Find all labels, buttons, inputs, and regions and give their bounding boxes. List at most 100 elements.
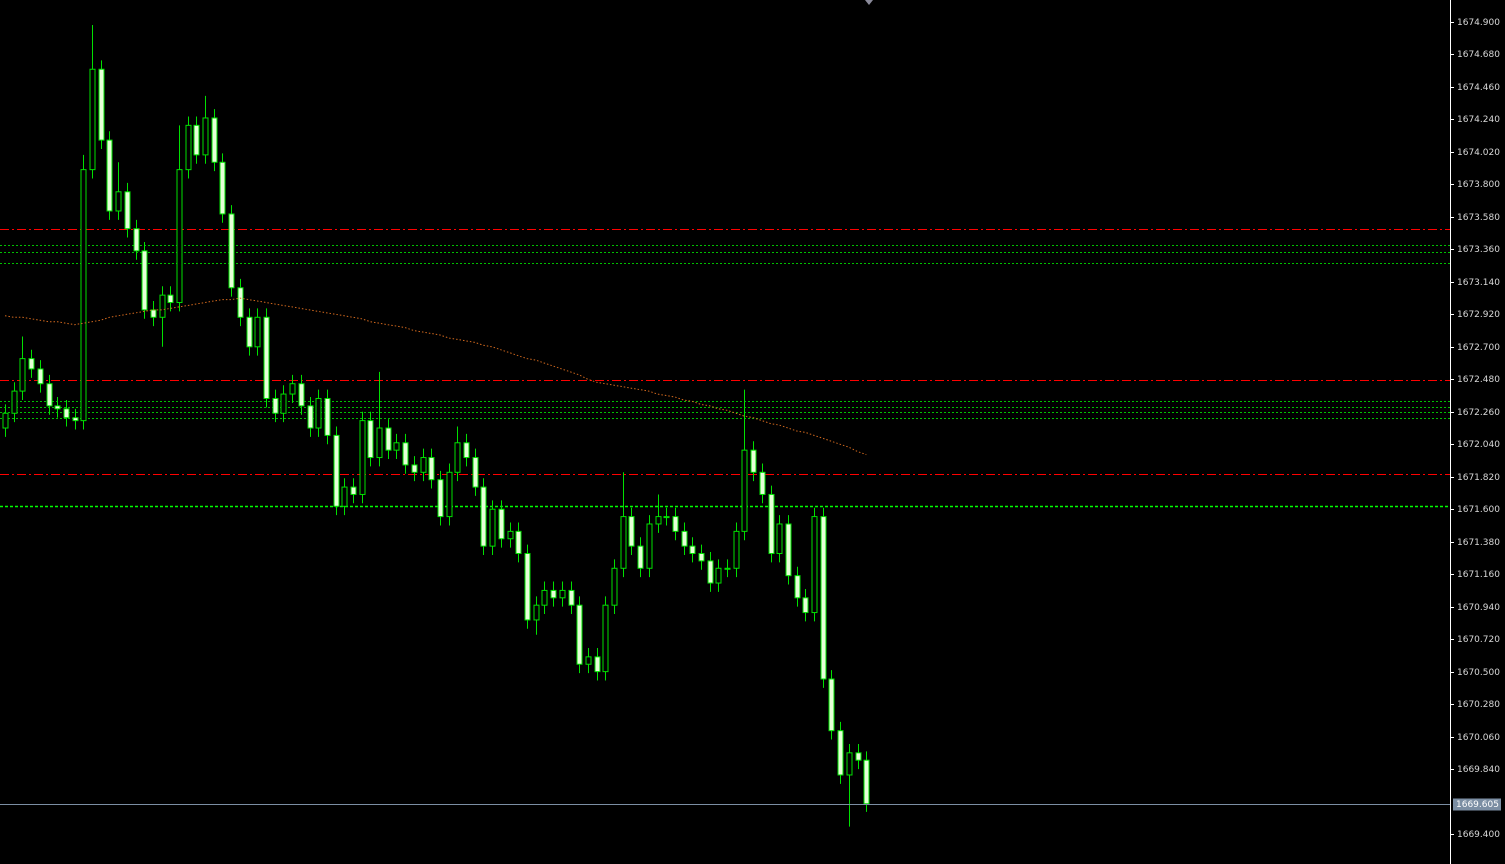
candle-body	[359, 420, 366, 495]
candle-body	[89, 68, 96, 171]
candle-body	[333, 434, 340, 507]
candle-body	[167, 294, 174, 304]
candle-body	[594, 656, 601, 673]
candle-body	[393, 442, 400, 451]
y-tick-label: 1670.060	[1457, 733, 1500, 743]
candle-body	[559, 589, 566, 599]
candle-body	[367, 420, 374, 459]
candle-body	[315, 397, 322, 429]
candle-body	[228, 213, 235, 289]
candle-body	[202, 117, 209, 156]
candle-body	[515, 530, 522, 555]
candle-body	[524, 553, 531, 621]
candle-body	[2, 412, 9, 429]
candle-body	[541, 589, 548, 606]
candle-body	[568, 589, 575, 606]
candle-body	[750, 449, 757, 473]
candle-body	[141, 250, 148, 311]
candle-body	[263, 316, 270, 399]
y-tick-label: 1669.400	[1457, 830, 1500, 840]
candle-body	[785, 523, 792, 577]
candle-body	[324, 397, 331, 436]
candle-body	[72, 417, 79, 422]
candle-body	[463, 442, 470, 459]
y-tick-label: 1671.600	[1457, 505, 1500, 515]
y-tick-label: 1673.580	[1457, 213, 1500, 223]
candle-body	[776, 523, 783, 555]
candle-body	[124, 191, 131, 230]
moving-average	[4, 297, 867, 456]
candle-body	[254, 316, 261, 348]
candle-body	[533, 604, 540, 621]
candle-body	[159, 294, 166, 318]
candle-body	[759, 471, 766, 495]
candle-body	[768, 493, 775, 555]
y-tick-label: 1672.480	[1457, 375, 1500, 385]
candle-body	[446, 471, 453, 518]
candle-body	[272, 397, 279, 414]
candle-body	[802, 597, 809, 614]
candle-body	[350, 486, 357, 495]
candle-body	[437, 479, 444, 518]
candle-body	[733, 530, 740, 569]
candle-body	[150, 309, 157, 318]
candle-body	[385, 427, 392, 451]
y-tick-label: 1673.800	[1457, 180, 1500, 190]
candle-body	[280, 393, 287, 414]
candle-body	[237, 287, 244, 318]
y-tick-label: 1674.240	[1457, 115, 1500, 125]
candle-body	[585, 656, 592, 665]
y-tick-label: 1674.680	[1457, 50, 1500, 60]
y-tick-label: 1672.040	[1457, 440, 1500, 450]
candle-body	[576, 604, 583, 665]
candle-body	[689, 545, 696, 555]
candle-body	[715, 567, 722, 584]
current-price-label: 1669.605	[1456, 800, 1499, 810]
candle-body	[54, 405, 61, 410]
candle-body	[106, 139, 113, 212]
candle-body	[341, 486, 348, 507]
y-tick-label: 1671.380	[1457, 538, 1500, 548]
candle-body	[289, 383, 296, 395]
y-tick-label: 1670.280	[1457, 700, 1500, 710]
candle-body	[411, 464, 418, 473]
candle-body	[298, 383, 305, 407]
candle-body	[698, 553, 705, 562]
y-tick-label: 1669.840	[1457, 765, 1500, 775]
candle-body	[11, 390, 18, 414]
candle-body	[863, 759, 870, 805]
candle-body	[176, 169, 183, 304]
candle-body	[133, 228, 140, 252]
y-tick-label: 1672.260	[1457, 408, 1500, 418]
candle-body	[611, 567, 618, 606]
candle-body	[193, 124, 200, 156]
candle-body	[472, 457, 479, 488]
candle-body	[376, 427, 383, 459]
candle-body	[846, 752, 853, 776]
y-tick-label: 1670.720	[1457, 635, 1500, 645]
y-tick-label: 1674.020	[1457, 148, 1500, 158]
y-tick-label: 1673.360	[1457, 245, 1500, 255]
y-tick-label: 1671.820	[1457, 473, 1500, 483]
y-tick-label: 1670.500	[1457, 668, 1500, 678]
current-price-box	[1453, 798, 1501, 811]
candle-body	[454, 442, 461, 473]
candle-body	[420, 457, 427, 473]
y-tick-label: 1672.700	[1457, 343, 1500, 353]
candle-body	[98, 68, 105, 141]
candle-body	[507, 530, 514, 540]
candle-body	[637, 545, 644, 569]
candle-body	[707, 560, 714, 584]
candle-body	[672, 516, 679, 532]
candle-body	[489, 508, 496, 547]
candle-body	[681, 530, 688, 547]
candle-body	[46, 383, 53, 407]
y-tick-label: 1671.160	[1457, 570, 1500, 580]
candle-body	[655, 516, 662, 525]
candle-body	[219, 161, 226, 215]
candle-body	[724, 567, 731, 570]
candle-body	[811, 516, 818, 614]
candle-body	[741, 449, 748, 532]
